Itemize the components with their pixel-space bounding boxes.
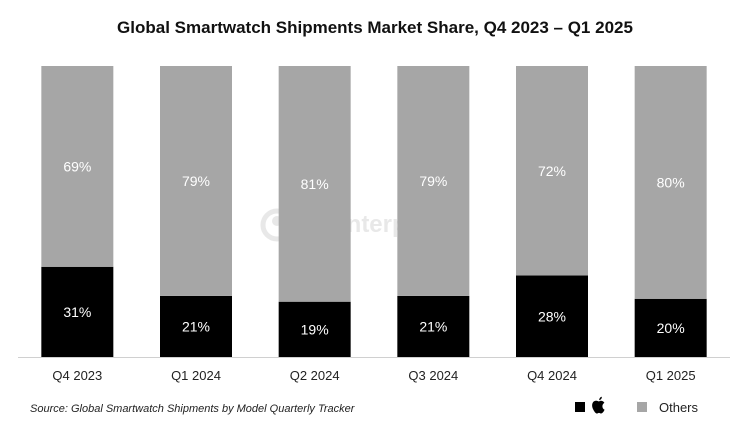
bar-apple-4 (397, 295, 470, 357)
chart-title: Global Smartwatch Shipments Market Share… (117, 18, 633, 37)
bar-others-5 (516, 66, 588, 276)
data-label-apple-4: 21% (419, 318, 447, 334)
data-label-apple-2: 21% (182, 318, 210, 334)
bar-apple-5 (516, 275, 588, 357)
data-label-apple-3: 19% (301, 321, 329, 337)
data-label-others-1: 69% (63, 158, 91, 174)
data-label-others-3: 81% (301, 176, 329, 192)
legend-swatch-apple (575, 402, 585, 412)
x-tick-label-4: Q3 2024 (408, 368, 458, 383)
bar-others-1 (41, 66, 114, 267)
bar-others-2 (160, 66, 232, 296)
data-label-others-2: 79% (182, 173, 210, 189)
data-label-others-4: 79% (419, 173, 447, 189)
x-tick-label-5: Q4 2024 (527, 368, 577, 383)
data-label-others-6: 80% (657, 174, 685, 190)
legend: Others (575, 396, 699, 418)
bar-others-6 (634, 66, 707, 299)
data-label-others-5: 72% (538, 163, 566, 179)
apple-logo-icon (591, 396, 607, 418)
legend-swatch-others (637, 402, 647, 412)
data-label-apple-1: 31% (63, 304, 91, 320)
legend-label-others: Others (659, 399, 699, 415)
source-note: Source: Global Smartwatch Shipments by M… (30, 403, 355, 415)
bar-apple-2 (160, 295, 232, 357)
data-label-apple-5: 28% (538, 308, 566, 324)
x-tick-label-6: Q1 2025 (646, 368, 696, 383)
bar-apple-6 (634, 298, 707, 357)
x-tick-label-1: Q4 2023 (52, 368, 102, 383)
bar-apple-1 (41, 266, 114, 357)
bar-others-3 (278, 66, 351, 302)
bar-others-4 (397, 66, 470, 296)
x-tick-label-3: Q2 2024 (290, 368, 340, 383)
x-tick-label-2: Q1 2024 (171, 368, 221, 383)
bar-apple-3 (278, 301, 351, 357)
data-label-apple-6: 20% (657, 320, 685, 336)
